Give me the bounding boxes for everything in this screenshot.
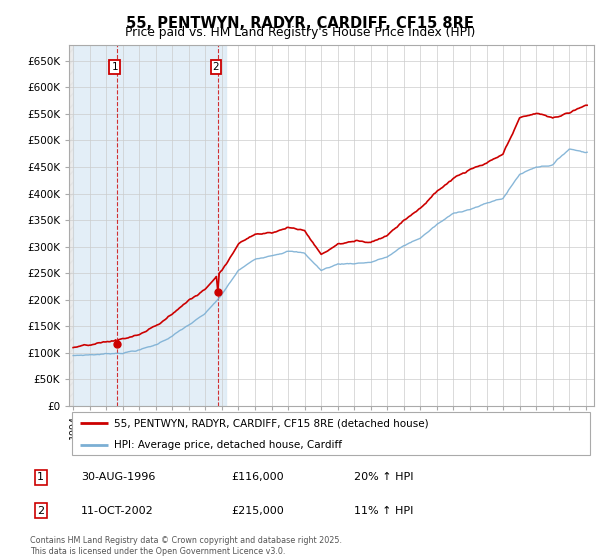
Text: 11-OCT-2002: 11-OCT-2002 xyxy=(81,506,154,516)
Text: 11% ↑ HPI: 11% ↑ HPI xyxy=(354,506,413,516)
Bar xyxy=(73,45,226,406)
Text: Price paid vs. HM Land Registry's House Price Index (HPI): Price paid vs. HM Land Registry's House … xyxy=(125,26,475,39)
Text: 1: 1 xyxy=(112,62,118,72)
Text: 55, PENTWYN, RADYR, CARDIFF, CF15 8RE (detached house): 55, PENTWYN, RADYR, CARDIFF, CF15 8RE (d… xyxy=(113,418,428,428)
Text: 2: 2 xyxy=(212,62,219,72)
Text: 1: 1 xyxy=(37,472,44,482)
FancyBboxPatch shape xyxy=(71,412,590,455)
Bar xyxy=(69,45,73,406)
Text: 55, PENTWYN, RADYR, CARDIFF, CF15 8RE: 55, PENTWYN, RADYR, CARDIFF, CF15 8RE xyxy=(126,16,474,31)
Text: 20% ↑ HPI: 20% ↑ HPI xyxy=(354,472,413,482)
Text: 30-AUG-1996: 30-AUG-1996 xyxy=(81,472,155,482)
Text: 2: 2 xyxy=(37,506,44,516)
Text: HPI: Average price, detached house, Cardiff: HPI: Average price, detached house, Card… xyxy=(113,440,341,450)
Text: £215,000: £215,000 xyxy=(231,506,284,516)
Text: £116,000: £116,000 xyxy=(231,472,284,482)
Text: Contains HM Land Registry data © Crown copyright and database right 2025.
This d: Contains HM Land Registry data © Crown c… xyxy=(30,536,342,556)
